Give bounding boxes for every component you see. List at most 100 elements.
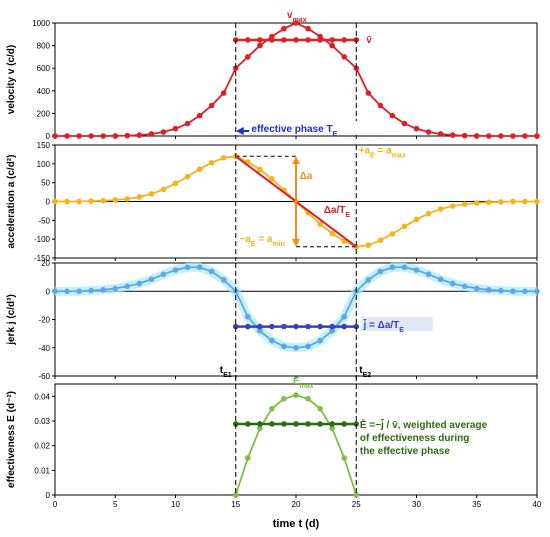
data-point <box>377 268 384 275</box>
data-point <box>148 131 155 137</box>
mean-line-point <box>341 323 348 330</box>
mean-line-point <box>317 421 323 427</box>
label-part: effective phase T <box>251 124 332 135</box>
data-point <box>281 396 287 402</box>
emean-line-1: Ē =−j̄ / v̄, weighted average <box>360 419 488 431</box>
data-point <box>112 133 119 139</box>
data-point <box>486 133 492 139</box>
data-point <box>365 277 372 283</box>
label-subscript: max <box>392 152 406 159</box>
data-point <box>389 231 396 237</box>
data-point <box>413 125 420 132</box>
data-point <box>401 223 408 230</box>
label-part: = a <box>375 145 392 156</box>
data-point <box>245 313 251 320</box>
label-subscript: min <box>272 241 284 248</box>
data-point <box>172 180 179 187</box>
data-point <box>522 288 528 295</box>
data-point <box>257 166 263 173</box>
data-point <box>437 206 444 212</box>
data-point <box>220 277 227 283</box>
data-point <box>305 396 311 402</box>
y-tick-label: 1000 <box>32 19 50 28</box>
data-point <box>498 199 504 205</box>
amax-label: +aE = amax <box>359 145 406 159</box>
mean-line-point <box>317 37 323 43</box>
label-part: j̄ = Δa/T <box>362 319 399 331</box>
label-part: v <box>287 10 293 21</box>
data-point <box>64 133 70 139</box>
data-point <box>449 203 456 209</box>
label-part: t <box>220 365 224 376</box>
data-point <box>160 129 167 135</box>
y-tick-label: 20 <box>41 259 50 268</box>
label-subscript: E2 <box>363 372 372 379</box>
data-point <box>148 276 155 283</box>
mean-line-point <box>281 323 287 330</box>
y-tick-label: -60 <box>38 372 50 381</box>
data-point <box>160 271 167 278</box>
data-point <box>389 264 396 271</box>
data-point <box>510 288 516 295</box>
y-axis-label: velocity v (c/d) <box>6 45 17 114</box>
data-point <box>449 132 456 138</box>
x-tick-label: 35 <box>472 500 481 509</box>
data-point <box>534 133 540 139</box>
data-point <box>196 166 203 172</box>
data-point <box>401 120 408 127</box>
emean-line-2: of effectiveness during <box>360 433 469 444</box>
label-part: +a <box>359 145 371 156</box>
mean-line-point <box>245 323 251 330</box>
data-point <box>112 197 119 203</box>
data-point <box>184 120 191 127</box>
y-tick-label: 0.03 <box>34 417 50 426</box>
data-point <box>413 267 420 273</box>
data-point <box>245 54 251 60</box>
label-subscript: E <box>333 131 338 138</box>
label-subscript: E <box>251 241 256 248</box>
data-point <box>461 132 468 139</box>
mean-line-point <box>293 323 299 330</box>
data-point <box>341 455 348 461</box>
data-point <box>329 230 335 237</box>
vmean-label: v̄ <box>366 35 372 46</box>
data-point <box>437 276 444 283</box>
data-point <box>220 155 227 161</box>
data-point <box>413 216 420 223</box>
data-point <box>377 102 384 109</box>
data-point <box>148 191 155 197</box>
data-point <box>100 133 106 139</box>
x-tick-label: 25 <box>352 500 361 509</box>
data-point <box>232 492 239 498</box>
data-point <box>522 133 528 139</box>
label-part: E <box>293 376 300 387</box>
mean-line-point <box>305 37 311 43</box>
mean-line-point <box>353 323 360 330</box>
data-point <box>172 125 179 132</box>
delta-a-head-bottom <box>292 238 300 247</box>
data-point <box>124 132 131 139</box>
x-tick-label: 20 <box>292 500 301 509</box>
data-point <box>76 288 82 295</box>
label-subscript: E <box>399 327 404 334</box>
data-point <box>353 65 360 71</box>
y-tick-label: 0 <box>46 287 51 296</box>
data-point <box>196 112 203 119</box>
data-point <box>257 425 263 432</box>
data-point <box>293 20 299 26</box>
data-point <box>64 288 70 295</box>
jmean-bg <box>361 317 434 331</box>
data-point <box>305 25 311 32</box>
data-point <box>473 200 480 206</box>
data-point <box>100 287 106 293</box>
data-point <box>534 198 540 205</box>
data-point <box>425 129 432 135</box>
data-point <box>317 337 323 344</box>
data-point <box>437 131 444 137</box>
data-point <box>281 343 287 350</box>
data-point <box>486 287 492 293</box>
mean-line-point <box>329 421 335 427</box>
data-point <box>257 42 263 49</box>
data-point <box>269 176 275 182</box>
y-tick-label: 200 <box>37 109 51 118</box>
